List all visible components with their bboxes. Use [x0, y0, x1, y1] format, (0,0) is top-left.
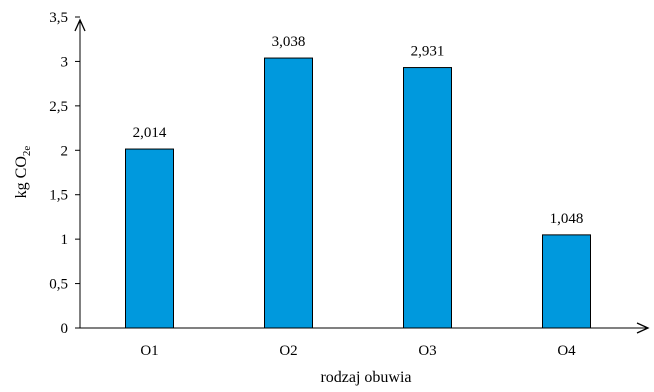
x-tick-label-o2: O2: [279, 343, 297, 359]
y-tick-label: 0,5: [49, 277, 68, 293]
y-tick-label: 3: [61, 54, 69, 70]
y-tick-label: 1,5: [49, 188, 68, 204]
y-axis-title: kg CO2e: [13, 146, 33, 199]
x-axis-title: rodzaj obuwia: [320, 369, 411, 386]
axes-group: [74, 16, 650, 334]
x-axis-arrow: [636, 322, 650, 334]
y-tick-label: 2,5: [49, 99, 68, 115]
data-label-o2: 3,038: [272, 34, 306, 50]
x-tick-label-o1: O1: [140, 343, 158, 359]
x-tick-label-o4: O4: [557, 343, 576, 359]
bar-o4: [542, 234, 591, 329]
y-axis-arrow: [74, 18, 86, 32]
data-label-o4: 1,048: [550, 211, 584, 227]
y-tick-label: 1: [61, 232, 69, 248]
bar-o3: [403, 67, 452, 329]
bar-o1: [125, 148, 174, 329]
y-tick-label: 2: [61, 143, 69, 159]
data-label-o1: 2,014: [133, 125, 167, 141]
y-tick-label: 0: [61, 321, 69, 337]
x-tick-label-o3: O3: [418, 343, 436, 359]
data-label-o3: 2,931: [411, 44, 445, 60]
y-axis-title-subscript: 2e: [21, 146, 33, 157]
y-axis-title-main: kg CO: [13, 156, 30, 198]
bars-group: [125, 57, 591, 329]
bar-o2: [264, 57, 313, 329]
y-tick-label: 3,5: [49, 10, 68, 26]
labels-group: 2,014 O1 3,038 O2 2,931 O3 1,048 O4 0 0,5 1 1,5 2 2,5…: [49, 10, 583, 359]
